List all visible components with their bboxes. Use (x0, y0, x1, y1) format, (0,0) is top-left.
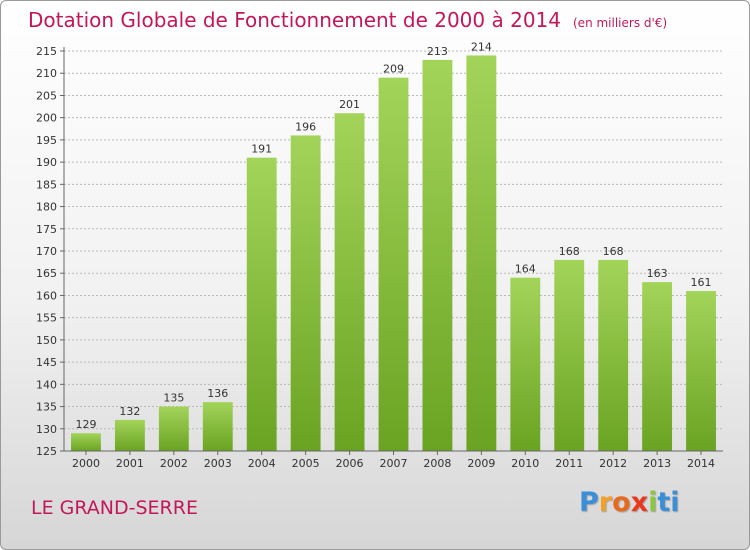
y-tick-label: 135 (36, 401, 57, 414)
bar-2009 (466, 55, 497, 451)
bar-2006 (334, 113, 365, 451)
bars (71, 55, 716, 452)
x-tick-label: 2014 (687, 457, 715, 470)
chart-title-text: Dotation Globale de Fonctionnement de 20… (28, 8, 561, 32)
value-label: 129 (75, 418, 96, 431)
bar-2002 (158, 406, 189, 451)
x-tick-label: 2011 (555, 457, 583, 470)
x-tick-label: 2002 (160, 457, 188, 470)
commune-name: LE GRAND-SERRE (31, 497, 198, 519)
bar-2013 (642, 282, 673, 451)
value-label: 214 (471, 40, 492, 53)
y-tick-label: 190 (36, 156, 57, 169)
bar-2014 (686, 291, 716, 451)
bar-2003 (202, 402, 233, 451)
bar-2012 (598, 259, 629, 451)
y-tick-label: 175 (36, 223, 57, 236)
bar-2010 (510, 277, 541, 451)
value-label: 161 (691, 276, 712, 289)
y-tick-label: 160 (36, 289, 57, 302)
bar-2008 (422, 59, 453, 452)
bar-2011 (554, 259, 585, 451)
y-tick-label: 140 (36, 378, 57, 391)
y-tick-label: 205 (36, 89, 57, 102)
x-tick-label: 2013 (643, 457, 671, 470)
x-tick-label: 2004 (248, 457, 276, 470)
y-tick-label: 125 (36, 445, 57, 458)
logo-letter: i (670, 487, 680, 518)
value-label: 164 (515, 263, 536, 276)
chart-title: Dotation Globale de Fonctionnement de 20… (28, 8, 667, 32)
y-tick-label: 200 (36, 112, 57, 125)
y-tick-label: 170 (36, 245, 57, 258)
chart-unit-note: (en milliers d'€) (573, 16, 668, 30)
y-tick-label: 165 (36, 267, 57, 280)
bar-2007 (378, 77, 409, 452)
value-label: 163 (647, 267, 668, 280)
bar-2004 (246, 157, 277, 451)
x-tick-label: 2005 (292, 457, 320, 470)
x-tick-label: 2008 (423, 457, 451, 470)
value-label: 135 (163, 392, 184, 405)
x-tick-label: 2001 (116, 457, 144, 470)
value-label: 168 (559, 245, 580, 258)
y-tick-label: 195 (36, 134, 57, 147)
value-label: 136 (207, 387, 228, 400)
bar-2000 (71, 433, 101, 451)
value-label: 209 (383, 63, 404, 76)
value-label: 132 (119, 405, 140, 418)
value-label: 213 (427, 45, 448, 58)
y-tick-label: 210 (36, 67, 57, 80)
x-tick-label: 2010 (511, 457, 539, 470)
x-tick-label: 2012 (599, 457, 627, 470)
value-label: 201 (339, 98, 360, 111)
y-tick-label: 180 (36, 201, 57, 214)
y-tick-label: 215 (36, 45, 57, 58)
logo-letter: P (579, 487, 599, 518)
value-label: 191 (251, 143, 272, 156)
y-tick-label: 130 (36, 423, 57, 436)
logo-letter: t (657, 487, 671, 518)
proxiti-logo: Proxiti (579, 487, 680, 518)
axes: 125 130 135 140 145 150 155 160 165 170 175 180 185 1… (36, 45, 723, 470)
x-tick-label: 2000 (72, 457, 100, 470)
logo-letter: i (648, 487, 658, 518)
bar-2001 (114, 419, 145, 451)
value-label: 196 (295, 120, 316, 133)
x-tick-label: 2009 (467, 457, 495, 470)
y-tick-label: 145 (36, 356, 57, 369)
y-tick-label: 185 (36, 178, 57, 191)
y-tick-label: 155 (36, 312, 57, 325)
y-tick-label: 150 (36, 334, 57, 347)
x-tick-label: 2006 (336, 457, 364, 470)
value-labels: 129 132 135 136 191 196 201 209 213 214 164 168 168 1… (75, 40, 711, 431)
logo-letter: o (612, 487, 631, 518)
logo-letter: r (598, 487, 613, 518)
bar-2005 (290, 135, 321, 451)
value-label: 168 (603, 245, 624, 258)
x-tick-label: 2007 (380, 457, 408, 470)
logo-letter: x (630, 487, 649, 518)
x-tick-label: 2003 (204, 457, 232, 470)
